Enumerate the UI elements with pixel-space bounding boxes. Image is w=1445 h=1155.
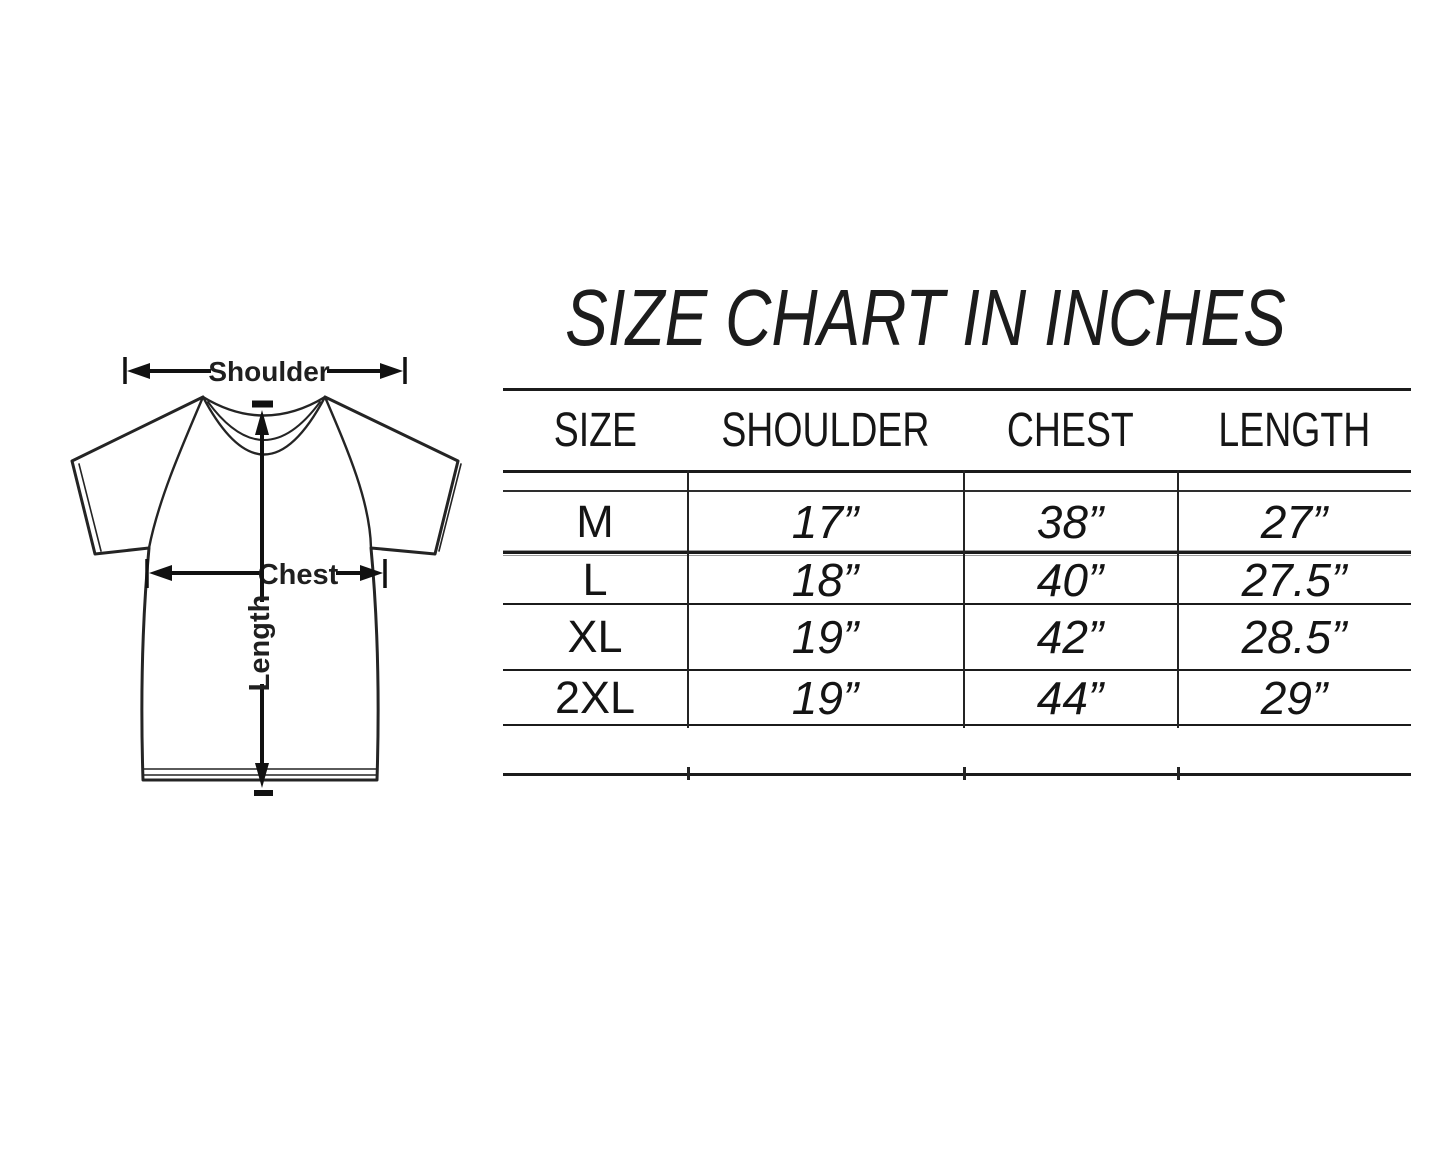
table-divider xyxy=(687,470,689,728)
column-header-shoulder: SHOULDER xyxy=(720,403,930,457)
table-rule xyxy=(503,669,1411,671)
table-rule-top xyxy=(503,388,1411,391)
cell-size: XL xyxy=(567,611,623,662)
shoulder-label: Shoulder xyxy=(208,356,329,387)
cell-chest: 40” xyxy=(1036,553,1104,606)
table-row: XL 19” 42” 28.5” xyxy=(503,605,1411,669)
cell-size: M xyxy=(576,495,614,547)
table-header-row: SIZE SHOULDER CHEST LENGTH xyxy=(503,394,1411,466)
chest-arrow xyxy=(145,559,387,588)
column-header-length: LENGTH xyxy=(1218,403,1370,457)
cell-length: 29” xyxy=(1260,671,1328,724)
cell-shoulder: 18” xyxy=(791,553,859,606)
table-rule xyxy=(503,490,1411,492)
length-arrowhead-down xyxy=(255,763,269,788)
table-divider-tick xyxy=(687,767,690,780)
cell-chest: 38” xyxy=(1036,495,1104,548)
size-table: SIZE SHOULDER CHEST LENGTH M 17” 38” 27”… xyxy=(503,388,1411,790)
shoulder-arrowhead-left xyxy=(127,363,150,379)
cell-shoulder: 17” xyxy=(791,495,859,548)
chest-label: Chest xyxy=(258,559,339,591)
table-rule xyxy=(503,555,1411,556)
table-row: M 17” 38” 27” xyxy=(503,492,1411,551)
shoulder-arrow xyxy=(123,357,407,384)
table-row: 2XL 19” 44” 29” xyxy=(503,671,1411,724)
table-rule-header xyxy=(503,470,1411,473)
tshirt-diagram: Shoulder Chest Length xyxy=(70,356,462,796)
table-divider xyxy=(963,470,965,728)
cell-chest: 44” xyxy=(1036,671,1104,724)
cell-size: L xyxy=(582,553,608,605)
cell-shoulder: 19” xyxy=(791,671,859,724)
chest-arrowhead-left xyxy=(149,565,172,581)
table-rule xyxy=(503,603,1411,605)
cell-length: 27” xyxy=(1260,495,1328,548)
chart-title: SIZE CHART IN INCHES xyxy=(564,273,1286,362)
cell-size: 2XL xyxy=(554,671,636,723)
table-divider-tick xyxy=(1177,767,1180,780)
length-arrowhead-up xyxy=(255,410,269,435)
cell-length: 27.5” xyxy=(1241,553,1347,606)
table-divider-tick xyxy=(963,767,966,780)
cell-chest: 42” xyxy=(1036,611,1104,663)
table-rule xyxy=(503,550,1411,551)
column-header-size: SIZE xyxy=(553,403,637,457)
cell-length: 28.5” xyxy=(1241,611,1347,663)
shoulder-arrowhead-right xyxy=(380,363,403,379)
column-header-chest: CHEST xyxy=(1006,403,1134,457)
table-rule xyxy=(503,551,1411,554)
table-divider xyxy=(1177,470,1179,728)
cell-shoulder: 19” xyxy=(791,611,859,663)
table-rule-bottom xyxy=(503,773,1411,776)
chest-arrowhead-right xyxy=(360,565,383,581)
length-label: Length xyxy=(244,595,276,692)
table-row: L 18” 40” 27.5” xyxy=(503,553,1411,606)
table-rule xyxy=(503,724,1411,726)
